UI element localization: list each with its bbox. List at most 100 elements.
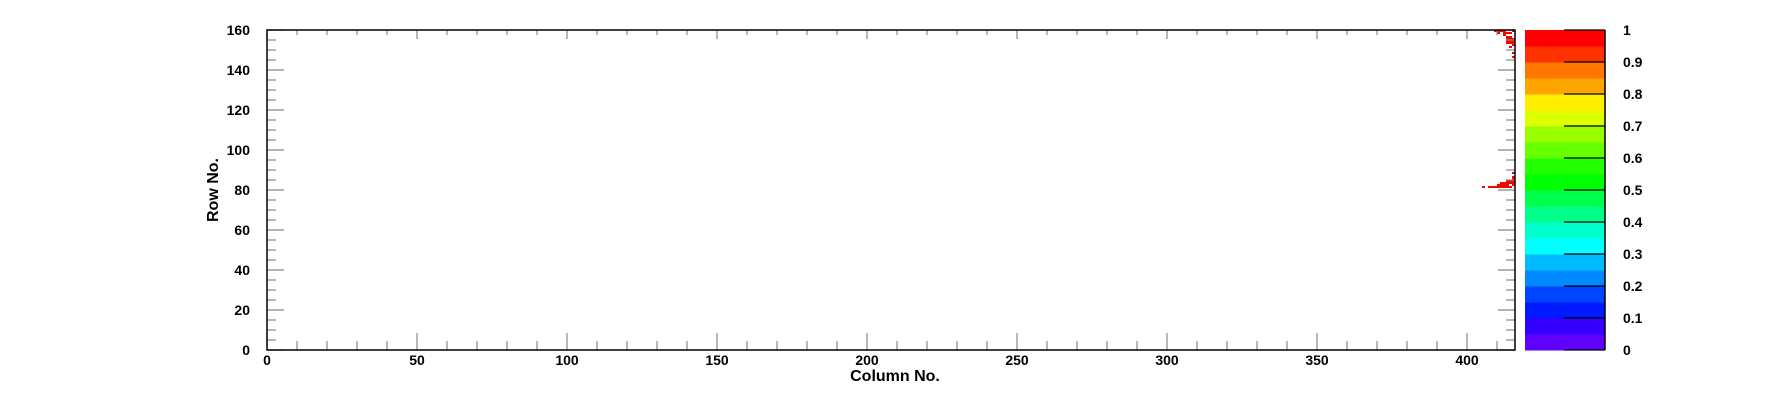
z-tick-label: 0.3 bbox=[1623, 246, 1643, 262]
x-tick-label: 300 bbox=[1155, 352, 1179, 368]
y-tick-label: 40 bbox=[234, 262, 250, 278]
heatmap-cell bbox=[1512, 184, 1515, 186]
heatmap-cell bbox=[1509, 32, 1512, 34]
color-palette bbox=[1525, 29, 1606, 351]
heatmap-cell bbox=[1506, 36, 1509, 38]
palette-swatch bbox=[1525, 78, 1605, 95]
palette-swatch bbox=[1525, 30, 1605, 47]
heatmap-cell bbox=[1506, 42, 1509, 44]
heatmap-cell bbox=[1503, 184, 1506, 186]
heatmap-cell bbox=[1512, 180, 1515, 182]
palette-swatch bbox=[1525, 46, 1605, 63]
heatmap-cell bbox=[1509, 182, 1512, 184]
x-tick-label: 0 bbox=[263, 352, 271, 368]
heatmap-cell bbox=[1512, 38, 1515, 40]
heatmap-cell bbox=[1506, 40, 1509, 42]
heatmap-cell bbox=[1512, 176, 1515, 178]
x-tick-label: 400 bbox=[1455, 352, 1479, 368]
x-tick-label: 350 bbox=[1305, 352, 1329, 368]
palette-swatch bbox=[1525, 142, 1605, 159]
heatmap-cell bbox=[1512, 30, 1515, 32]
heatmap-cell bbox=[1509, 186, 1512, 188]
heatmap-cell bbox=[1509, 36, 1512, 38]
palette-swatch bbox=[1525, 62, 1605, 79]
heatmap-cell bbox=[1506, 182, 1509, 184]
z-tick-label: 0.2 bbox=[1623, 278, 1643, 294]
palette-swatch bbox=[1525, 174, 1605, 191]
heatmap-cell bbox=[1509, 180, 1512, 182]
heatmap-cell bbox=[1506, 38, 1509, 40]
x-tick-label: 100 bbox=[555, 352, 579, 368]
heatmap-cell bbox=[1497, 30, 1500, 32]
y-tick-label: 20 bbox=[234, 302, 250, 318]
y-tick-label: 80 bbox=[234, 182, 250, 198]
heatmap-cell bbox=[1497, 184, 1500, 186]
heatmap-cell bbox=[1506, 32, 1509, 34]
y-tick-label: 100 bbox=[227, 142, 251, 158]
heatmap-cell bbox=[1509, 38, 1512, 40]
heatmap-cell bbox=[1491, 186, 1494, 188]
heatmap-cell bbox=[1512, 172, 1515, 174]
heatmap-cell bbox=[1494, 30, 1497, 32]
heatmap-cell bbox=[1503, 30, 1506, 32]
x-tick-label: 50 bbox=[409, 352, 425, 368]
y-tick-label: 140 bbox=[227, 62, 251, 78]
y-tick-label: 120 bbox=[227, 102, 251, 118]
palette-swatch bbox=[1525, 110, 1605, 127]
palette-swatch bbox=[1525, 238, 1605, 255]
heatmap-cell bbox=[1500, 186, 1503, 188]
heatmap-cell bbox=[1500, 30, 1503, 32]
x-tick-label: 250 bbox=[1005, 352, 1029, 368]
heatmap-cell bbox=[1512, 56, 1515, 58]
heatmap-cell bbox=[1503, 182, 1506, 184]
y-axis-title: Row No. bbox=[205, 158, 222, 222]
z-tick-label: 0.6 bbox=[1623, 150, 1643, 166]
palette-swatch bbox=[1525, 158, 1605, 175]
heatmap-cell bbox=[1494, 186, 1497, 188]
heatmap-cell bbox=[1503, 32, 1506, 34]
palette-swatch bbox=[1525, 286, 1605, 303]
heatmap-cell bbox=[1503, 186, 1506, 188]
palette-swatch bbox=[1525, 190, 1605, 207]
heatmap-cell bbox=[1512, 44, 1515, 46]
heatmap-cell bbox=[1512, 178, 1515, 180]
x-tick-label: 200 bbox=[855, 352, 879, 368]
x-tick-label: 150 bbox=[705, 352, 729, 368]
heatmap-cell bbox=[1506, 180, 1509, 182]
heatmap-cell bbox=[1509, 42, 1512, 44]
heatmap-cell bbox=[1512, 40, 1515, 42]
heatmap-cell bbox=[1506, 186, 1509, 188]
z-tick-label: 0.8 bbox=[1623, 86, 1643, 102]
z-tick-label: 0 bbox=[1623, 342, 1631, 358]
heatmap-cell bbox=[1512, 42, 1515, 44]
heatmap-cell bbox=[1509, 40, 1512, 42]
heatmap-cell bbox=[1509, 46, 1512, 48]
z-tick-label: 1 bbox=[1623, 22, 1631, 38]
palette-swatch bbox=[1525, 270, 1605, 287]
palette-swatch bbox=[1525, 94, 1605, 111]
heatmap-cell bbox=[1482, 186, 1485, 188]
z-tick-label: 0.4 bbox=[1623, 214, 1643, 230]
heatmap-cell bbox=[1500, 182, 1503, 184]
x-tick-labels: 0 50 100 150 200 250 300 350 400 bbox=[263, 352, 1479, 368]
palette-swatch bbox=[1525, 222, 1605, 239]
heatmap-cell bbox=[1503, 34, 1506, 36]
z-tick-label: 0.1 bbox=[1623, 310, 1643, 326]
heatmap-cell bbox=[1500, 184, 1503, 186]
palette-swatch bbox=[1525, 302, 1605, 319]
heatmap-cell bbox=[1512, 52, 1515, 54]
y-tick-label: 0 bbox=[242, 342, 250, 358]
heatmap-cell bbox=[1506, 184, 1509, 186]
palette-swatch bbox=[1525, 206, 1605, 223]
palette-swatch bbox=[1525, 318, 1605, 335]
z-tick-label: 0.7 bbox=[1623, 118, 1643, 134]
heatmap-cell bbox=[1512, 182, 1515, 184]
x-axis-title: Column No. bbox=[850, 368, 940, 385]
heatmap-cells bbox=[1482, 30, 1515, 188]
palette-swatch bbox=[1525, 126, 1605, 143]
plot-frame bbox=[266, 29, 1516, 351]
palette-swatch bbox=[1525, 334, 1605, 351]
z-tick-label: 0.9 bbox=[1623, 54, 1643, 70]
palette-swatch bbox=[1525, 254, 1605, 271]
y-tick-label: 160 bbox=[227, 22, 251, 38]
